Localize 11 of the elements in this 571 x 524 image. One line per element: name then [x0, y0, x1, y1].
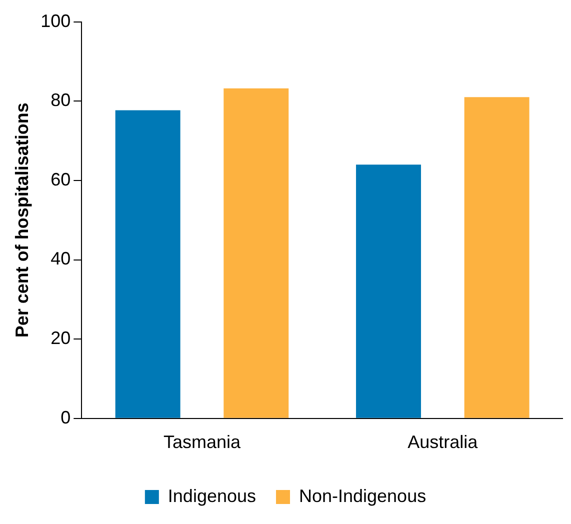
- y-tick-label: 60: [50, 169, 71, 190]
- legend-label: Indigenous: [168, 486, 256, 506]
- y-tick-label: 0: [60, 407, 71, 428]
- y-tick-label: 40: [50, 248, 71, 269]
- x-tick-label: Tasmania: [163, 432, 242, 452]
- y-tick-label: 20: [50, 328, 71, 348]
- x-tick-label: Australia: [408, 432, 479, 452]
- y-tick-label: 80: [50, 90, 71, 110]
- legend-label: Non-Indigenous: [298, 486, 426, 506]
- y-axis-title: Per cent of hospitalisations: [12, 102, 32, 338]
- y-tick-label: 100: [40, 10, 71, 31]
